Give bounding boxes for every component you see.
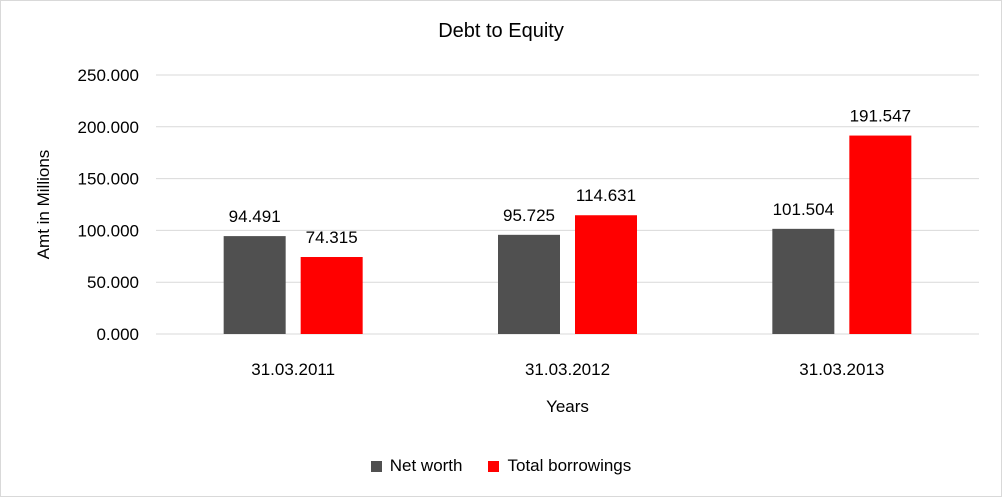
bar (498, 234, 560, 334)
data-label: 95.725 (503, 206, 555, 225)
data-label: 101.504 (773, 200, 834, 219)
x-tick-label: 31.03.2012 (525, 360, 610, 379)
y-tick-label: 100.000 (78, 221, 139, 240)
data-label: 94.491 (229, 207, 281, 226)
x-axis-title: Years (546, 397, 589, 416)
y-axis-title: Amt in Millions (34, 150, 53, 260)
legend-swatch-net-worth (370, 460, 382, 472)
bar (300, 257, 363, 334)
legend: Net worth Total borrowings (1, 456, 1001, 476)
legend-label-total-borrowings: Total borrowings (507, 456, 632, 475)
legend-label-net-worth: Net worth (389, 456, 463, 475)
bar (223, 236, 286, 334)
y-tick-label: 200.000 (78, 118, 139, 137)
y-tick-label: 250.000 (78, 66, 139, 85)
data-label: 114.631 (576, 186, 636, 205)
x-tick-label: 31.03.2011 (251, 360, 335, 379)
y-tick-label: 50.000 (87, 273, 139, 292)
x-tick-label: 31.03.2013 (799, 360, 884, 379)
legend-swatch-total-borrowings (488, 460, 500, 472)
legend-item-net-worth: Net worth (370, 456, 463, 476)
bar (772, 228, 835, 334)
bar (575, 215, 637, 334)
chart-title: Debt to Equity (438, 20, 564, 42)
y-tick-label: 0.000 (96, 325, 139, 344)
data-label: 191.547 (850, 107, 911, 126)
data-label: 74.315 (306, 228, 358, 247)
bar (849, 135, 912, 334)
legend-item-total-borrowings: Total borrowings (488, 456, 631, 476)
y-tick-label: 150.000 (78, 170, 139, 189)
